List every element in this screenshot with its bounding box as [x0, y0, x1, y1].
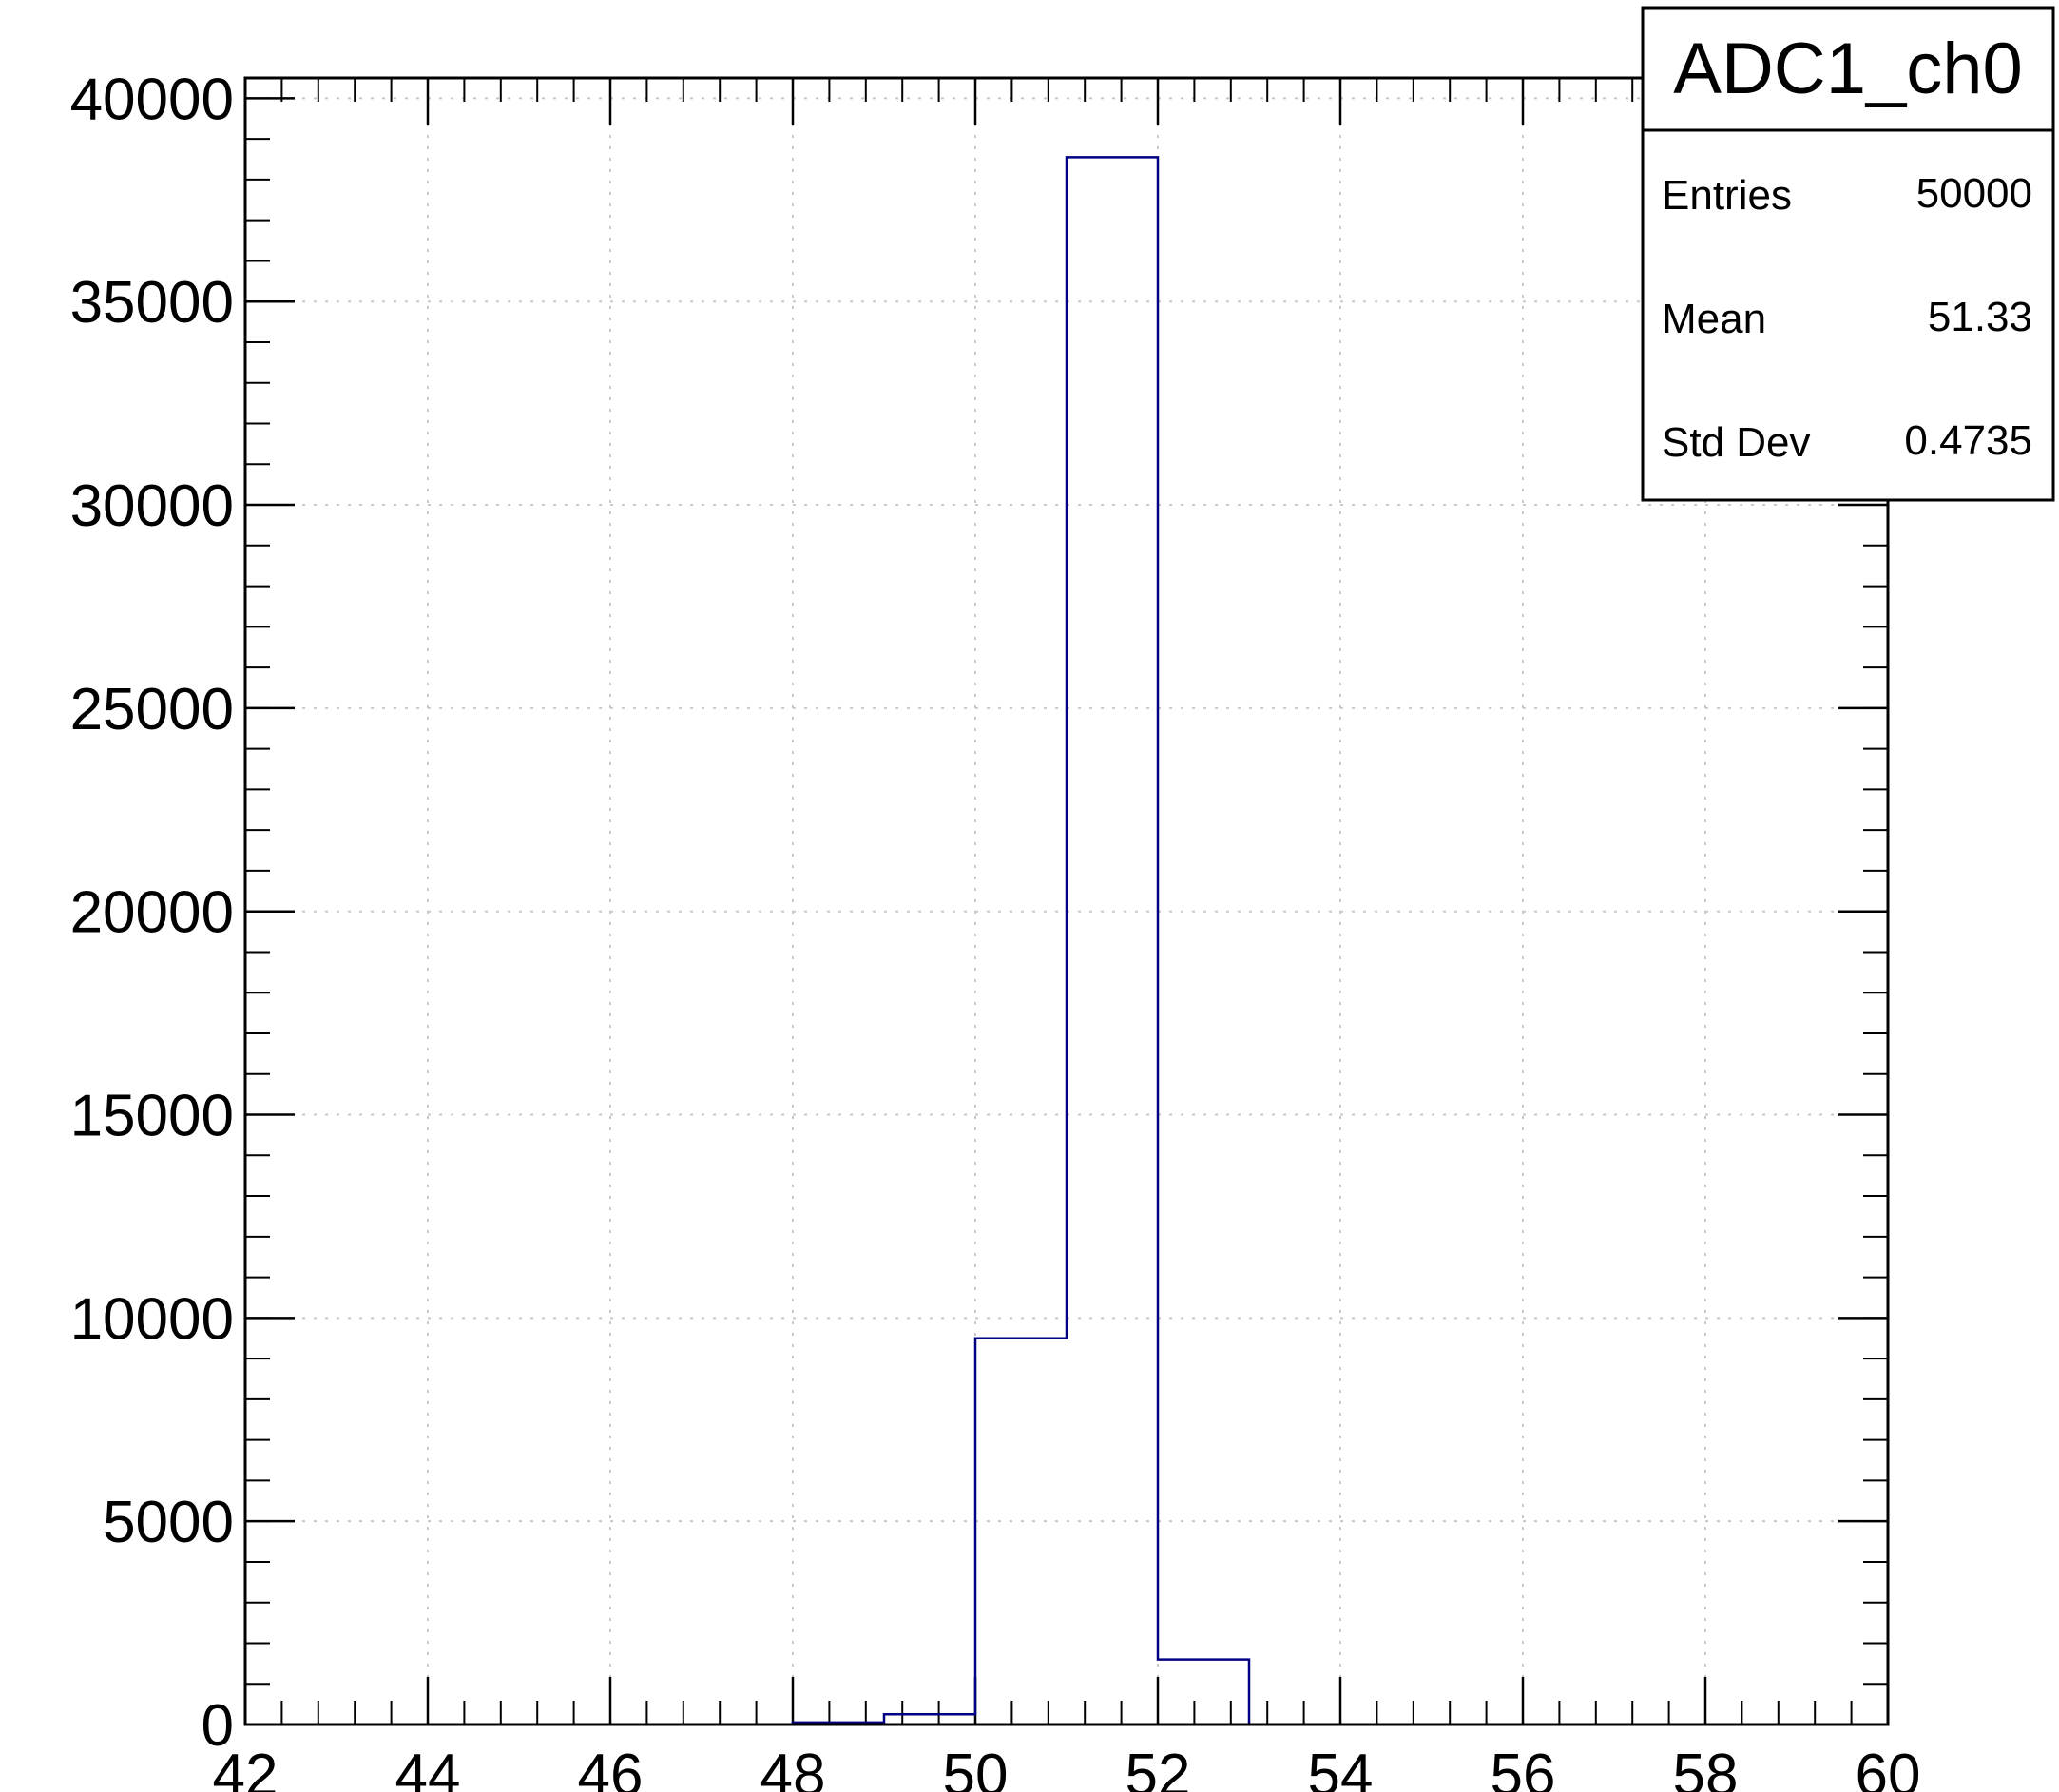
- y-tick-label: 20000: [70, 880, 234, 946]
- stats-mean-value: 51.33: [1928, 294, 2032, 340]
- x-tick-label: 56: [1491, 1743, 1556, 1792]
- tick-label-layer: 42 44 46 48 50 52 54 56 58 60 0 5000 10000 15000 20000…: [70, 67, 1921, 1792]
- y-tick-label: 10000: [70, 1286, 234, 1352]
- y-tick-label: 25000: [70, 677, 234, 742]
- x-tick-label: 60: [1856, 1743, 1921, 1792]
- x-tick-label: 42: [213, 1743, 279, 1792]
- x-tick-label: 50: [943, 1743, 1009, 1792]
- x-tick-label: 44: [395, 1743, 461, 1792]
- x-tick-label: 58: [1673, 1743, 1739, 1792]
- stats-stddev-value: 0.4735: [1904, 417, 2032, 464]
- stats-stddev-label: Std Dev: [1662, 419, 1811, 466]
- stats-mean-label: Mean: [1662, 296, 1766, 342]
- plot-frame: [243, 76, 1890, 1726]
- stats-entries-value: 50000: [1916, 170, 2032, 217]
- grid-layer: [245, 78, 1888, 1725]
- y-tick-label: 5000: [103, 1490, 234, 1555]
- y-tick-label: 30000: [70, 473, 234, 539]
- x-tick-label: 48: [760, 1743, 826, 1792]
- stats-title: ADC1_ch0: [1673, 29, 2023, 109]
- stats-box: ADC1_ch0 Entries 50000 Mean 51.33 Std De…: [1641, 6, 2055, 502]
- y-tick-label: 0: [202, 1693, 234, 1759]
- x-tick-label: 54: [1308, 1743, 1374, 1792]
- y-tick-label: 15000: [70, 1084, 234, 1149]
- x-tick-label: 52: [1126, 1743, 1191, 1792]
- stats-entries-label: Entries: [1662, 172, 1792, 219]
- x-tick-label: 46: [578, 1743, 644, 1792]
- y-tick-label: 40000: [70, 67, 234, 132]
- y-tick-label: 35000: [70, 270, 234, 336]
- stats-box-frame: [1641, 6, 2055, 502]
